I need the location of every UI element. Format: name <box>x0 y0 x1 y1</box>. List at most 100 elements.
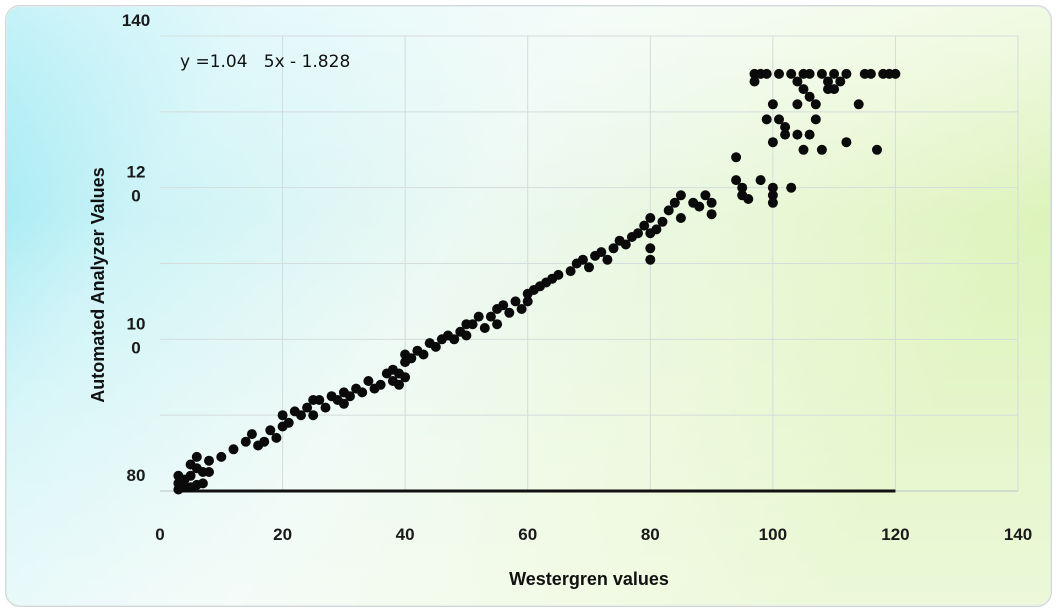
x-tick-label: 0 <box>155 525 164 544</box>
data-point <box>700 190 711 201</box>
data-point <box>498 300 509 311</box>
data-point <box>320 402 331 413</box>
data-point <box>694 201 705 212</box>
data-point <box>645 213 656 223</box>
data-point <box>663 205 674 216</box>
data-point <box>265 425 276 436</box>
data-point <box>755 175 766 186</box>
data-point <box>872 144 882 155</box>
data-point <box>669 197 680 208</box>
data-point <box>749 68 760 79</box>
y-tick-label: 80 <box>127 466 146 485</box>
data-point <box>639 220 650 231</box>
data-point <box>731 175 742 186</box>
data-point <box>786 68 797 79</box>
y-tick-label: 140 <box>122 11 150 30</box>
data-point <box>473 311 484 322</box>
data-point <box>706 209 717 220</box>
data-point <box>345 391 355 402</box>
data-point <box>296 410 306 421</box>
trendline-equation: y =1.04 5x - 1.828 <box>180 52 350 72</box>
y-tick-label: 0 <box>131 187 140 206</box>
data-point <box>810 99 821 110</box>
data-point <box>731 152 742 163</box>
data-point <box>633 228 643 239</box>
data-point <box>608 243 619 254</box>
data-point <box>191 479 202 490</box>
x-tick-label: 20 <box>273 525 292 544</box>
data-point <box>737 182 748 193</box>
y-axis-title: Automated Analyzer Values <box>88 167 108 402</box>
data-point <box>461 330 472 341</box>
y-tick-label: 0 <box>131 338 140 357</box>
x-tick-label: 140 <box>1004 525 1032 544</box>
data-point <box>651 224 662 235</box>
data-point <box>185 459 196 470</box>
data-point <box>173 484 184 495</box>
data-point <box>792 99 803 110</box>
data-point <box>565 266 576 277</box>
data-point <box>767 137 778 148</box>
data-point <box>492 319 503 330</box>
x-tick-labels: 0 20 40 60 80 100 120 140 <box>155 525 1032 544</box>
data-point <box>804 68 815 79</box>
data-point <box>596 247 607 258</box>
data-point <box>774 114 784 125</box>
data-point <box>308 410 319 421</box>
data-point <box>216 451 227 462</box>
data-point <box>191 451 202 462</box>
y-tick-labels: 140 12 0 10 0 80 <box>122 11 150 485</box>
data-point <box>620 239 631 250</box>
data-point <box>449 334 460 345</box>
data-point <box>816 68 827 79</box>
data-point <box>504 307 515 318</box>
data-point <box>553 269 564 280</box>
data-point <box>418 349 429 360</box>
x-tick-label: 60 <box>518 525 537 544</box>
data-point <box>283 417 294 428</box>
data-points <box>173 68 901 495</box>
data-point <box>792 129 803 140</box>
data-point <box>767 182 778 193</box>
data-point <box>798 144 809 155</box>
data-point <box>185 470 196 481</box>
data-point <box>645 243 656 254</box>
data-point <box>338 398 349 409</box>
data-point <box>522 296 533 307</box>
data-point <box>780 129 791 140</box>
data-point <box>602 254 613 265</box>
data-point <box>761 114 772 125</box>
data-point <box>302 402 313 413</box>
data-point <box>240 436 251 447</box>
data-point <box>516 304 527 314</box>
data-point <box>363 376 374 386</box>
data-point <box>675 190 686 201</box>
data-point <box>767 99 778 110</box>
data-point <box>228 444 239 455</box>
data-point <box>792 76 803 87</box>
grid-lines <box>160 35 1019 491</box>
data-point <box>743 194 754 204</box>
data-point <box>786 182 797 193</box>
data-point <box>204 467 214 477</box>
x-tick-label: 40 <box>396 525 415 544</box>
data-point <box>853 99 864 110</box>
data-point <box>749 76 760 87</box>
x-tick-label: 100 <box>759 525 787 544</box>
data-point <box>259 436 270 447</box>
data-point <box>406 353 417 364</box>
y-tick-label: 12 <box>127 163 146 182</box>
data-point <box>394 379 404 390</box>
data-point <box>823 76 833 87</box>
data-point <box>485 311 496 322</box>
data-point <box>375 379 386 390</box>
data-point <box>271 432 282 443</box>
data-point <box>816 144 827 155</box>
data-point <box>804 129 815 140</box>
data-point <box>357 387 368 398</box>
data-point <box>645 254 656 265</box>
data-point <box>829 68 840 79</box>
data-point <box>841 68 852 79</box>
